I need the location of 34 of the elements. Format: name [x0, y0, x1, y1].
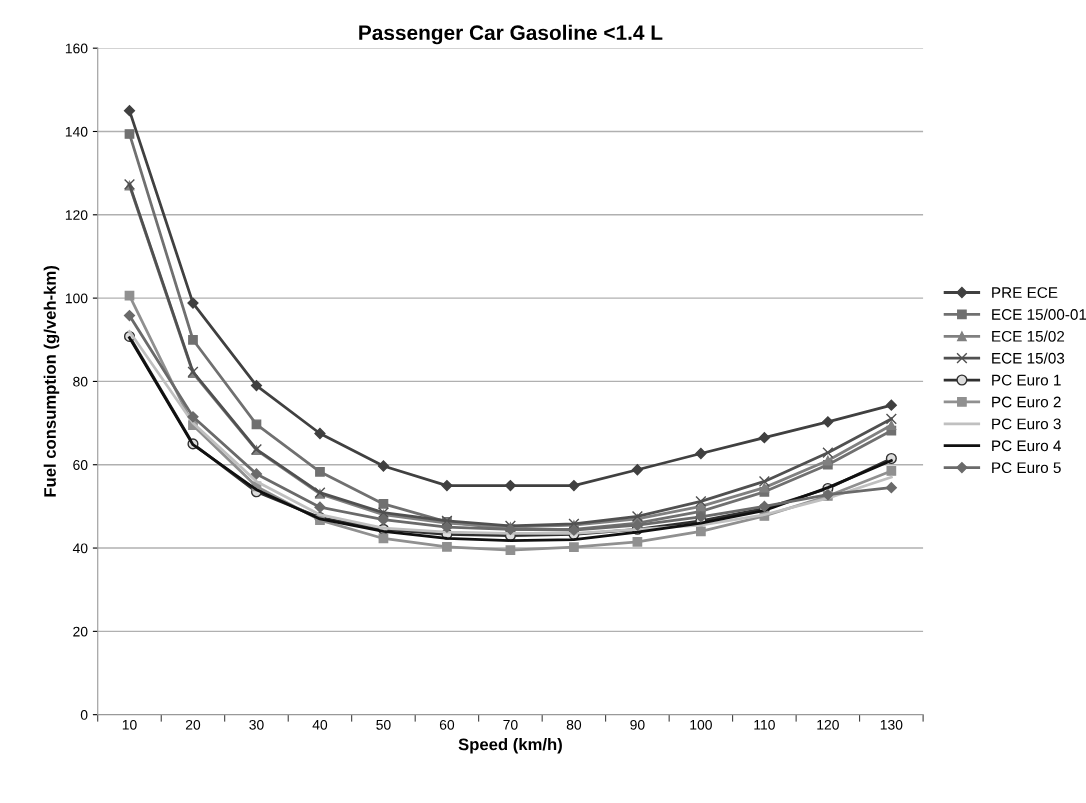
x-tick-label: 120	[817, 719, 839, 730]
legend-label: PRE ECE	[992, 287, 1058, 298]
y-tick-label: 40	[72, 543, 88, 554]
x-tick-label: 30	[249, 719, 264, 730]
x-tick-label: 90	[630, 719, 645, 730]
y-tick-label: 0	[80, 710, 88, 720]
y-tick-label: 160	[65, 43, 88, 54]
legend-label: PC Euro 2	[992, 396, 1061, 408]
legend-label: ECE 15/00-01	[992, 308, 1086, 320]
x-tick-label: 80	[566, 719, 582, 730]
legend-label: ECE 15/02	[992, 330, 1065, 342]
x-tick-label: 100	[690, 719, 712, 730]
x-tick-label: 10	[122, 719, 137, 730]
x-axis-title: Speed (km/h)	[458, 738, 562, 754]
legend-label: PC Euro 5	[992, 462, 1061, 474]
y-tick-label: 140	[65, 126, 88, 137]
legend-label: ECE 15/03	[992, 352, 1065, 364]
x-tick-label: 60	[439, 719, 455, 730]
x-tick-label: 40	[312, 719, 328, 730]
legend-label: PC Euro 1	[992, 374, 1061, 386]
x-tick-label: 130	[880, 719, 903, 730]
x-tick-label: 110	[754, 719, 775, 730]
x-tick-label: 20	[185, 719, 201, 730]
y-tick-label: 100	[65, 293, 88, 304]
x-tick-label: 50	[376, 719, 391, 730]
y-axis-title: Fuel consumption (g/veh-km)	[43, 266, 60, 497]
y-tick-label: 20	[73, 626, 88, 637]
legend-label: PC Euro 3	[992, 418, 1061, 430]
y-tick-label: 80	[73, 376, 88, 387]
legend-label: PC Euro 4	[992, 440, 1061, 452]
y-tick-label: 120	[65, 210, 88, 220]
chart-title: Passenger Car Gasoline <1.4 L	[359, 24, 663, 45]
x-tick-label: 70	[503, 719, 518, 730]
y-tick-label: 60	[73, 460, 88, 470]
